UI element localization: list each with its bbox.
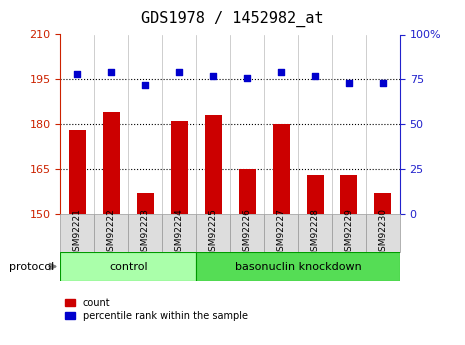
Text: GSM92230: GSM92230 [379,208,387,257]
FancyBboxPatch shape [230,214,264,252]
Point [176,69,183,75]
Text: GSM92221: GSM92221 [73,208,82,257]
Text: basonuclin knockdown: basonuclin knockdown [235,262,361,272]
FancyBboxPatch shape [60,252,196,281]
Bar [103,112,120,214]
Text: GSM92227: GSM92227 [277,208,286,257]
Text: GSM92223: GSM92223 [141,208,150,257]
Text: GDS1978 / 1452982_at: GDS1978 / 1452982_at [141,10,324,27]
Text: GSM92225: GSM92225 [209,208,218,257]
Text: protocol: protocol [9,263,54,272]
Point [244,75,251,80]
Point [141,82,149,88]
FancyBboxPatch shape [162,214,196,252]
Legend: count, percentile rank within the sample: count, percentile rank within the sample [65,298,248,321]
Point [107,69,115,75]
Point [277,69,285,75]
Bar [205,115,222,214]
Bar [137,193,154,214]
Point [379,80,387,86]
FancyBboxPatch shape [60,214,94,252]
Point [345,80,353,86]
Bar [306,175,324,214]
FancyBboxPatch shape [94,214,128,252]
Point [73,71,81,77]
Text: GSM92229: GSM92229 [345,208,353,257]
Point [209,73,217,79]
FancyBboxPatch shape [128,214,162,252]
Bar [239,169,256,214]
FancyBboxPatch shape [264,214,298,252]
Point [312,73,319,79]
FancyBboxPatch shape [196,214,230,252]
Text: GSM92226: GSM92226 [243,208,252,257]
Bar [272,124,290,214]
Bar [340,175,358,214]
Bar [171,121,188,214]
Text: GSM92224: GSM92224 [175,208,184,257]
Text: GSM92222: GSM92222 [107,208,116,257]
FancyBboxPatch shape [366,214,400,252]
Text: GSM92228: GSM92228 [311,208,319,257]
FancyBboxPatch shape [332,214,366,252]
FancyBboxPatch shape [298,214,332,252]
FancyBboxPatch shape [196,252,400,281]
Bar [69,130,86,214]
Text: control: control [109,262,148,272]
Bar [374,193,392,214]
